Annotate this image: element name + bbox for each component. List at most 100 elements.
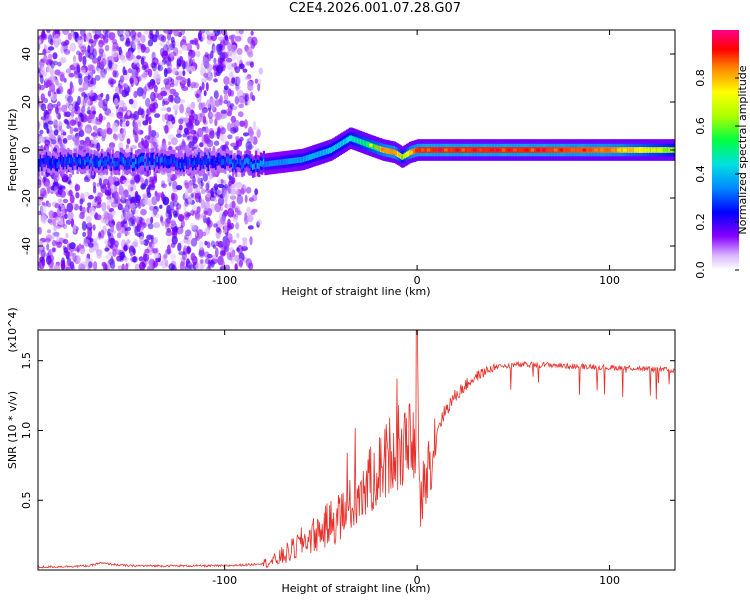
spectrogram-noise-cell <box>100 72 107 79</box>
spectrogram-cell <box>111 157 115 163</box>
spectrogram-noise-cell <box>147 184 152 190</box>
spectrogram-cell <box>453 147 456 153</box>
spectrogram-noise-cell <box>175 76 179 85</box>
spectrogram-noise-cell <box>59 198 63 207</box>
spectrogram-noise-cell <box>118 142 124 150</box>
spectrogram-cell <box>61 157 64 164</box>
spectrogram-noise-cell <box>244 75 251 81</box>
spectrogram-noise-cell <box>225 238 231 247</box>
spectrogram-noise-cell <box>217 183 225 188</box>
spectrogram-cell <box>212 159 215 165</box>
spectrogram-noise-cell <box>108 112 115 118</box>
spectrogram-noise-cell <box>67 134 72 141</box>
spectrogram-noise-cell <box>256 128 261 139</box>
spectrogram-cell <box>666 147 669 153</box>
spectrogram-cell <box>159 157 162 164</box>
spectrogram-noise-cell <box>82 55 87 66</box>
spectrogram-noise-cell <box>140 240 146 245</box>
spectrogram-cell <box>372 143 375 150</box>
spectrogram-noise-cell <box>136 232 143 237</box>
spectrogram-noise-cell <box>134 225 138 236</box>
spectrogram-noise-cell <box>53 231 60 237</box>
spectrogram-cell <box>293 157 296 164</box>
spectrogram-noise-cell <box>68 189 73 197</box>
spectrogram-noise-cell <box>46 64 51 73</box>
spectrogram-noise-cell <box>176 184 183 191</box>
spectrogram-noise-cell <box>93 261 98 270</box>
spectrogram-noise-cell <box>193 82 199 89</box>
spectrogram-core-cell <box>426 148 431 152</box>
spectrogram-noise-cell <box>224 34 229 41</box>
spectrogram-noise-cell <box>119 30 125 35</box>
spectrogram-noise-cell <box>88 261 93 269</box>
spectrogram-noise-cell <box>47 34 53 45</box>
spectrogram-core-cell <box>415 149 419 153</box>
spectrogram-noise-cell <box>172 104 180 111</box>
spectrogram-noise-cell <box>236 232 240 239</box>
spectrogram-core-cell <box>565 148 569 152</box>
spectrogram-cell <box>312 153 315 160</box>
spectrogram-cell <box>355 137 358 143</box>
spectrogram-core-cell <box>536 148 540 152</box>
spectrogram-noise-cell <box>151 51 156 61</box>
spectrogram-noise-cell <box>171 235 178 245</box>
spectrogram-noise-cell <box>185 43 193 52</box>
spectrogram-noise-cell <box>80 128 84 136</box>
spectrogram-noise-cell <box>68 173 73 178</box>
spectrogram-noise-cell <box>160 216 164 223</box>
spectrogram-cell <box>185 160 188 166</box>
spectrogram-core-cell <box>663 148 667 152</box>
spectrogram-noise-cell <box>201 213 206 220</box>
spectrogram-cell <box>219 157 222 164</box>
spectrogram-cell <box>190 157 193 164</box>
spectrogram-noise-cell <box>110 223 114 233</box>
snr-background <box>38 330 675 570</box>
spectrogram-noise-cell <box>98 48 104 54</box>
spectrogram-cell <box>184 156 187 163</box>
spectrogram-noise-cell <box>227 42 232 52</box>
spectrogram-noise-cell <box>205 99 211 108</box>
spectrogram-core-cell <box>599 148 604 152</box>
colorbar-tick-label: 0.6 <box>694 117 707 135</box>
spectrogram-noise-cell <box>47 202 52 208</box>
spectrogram-cell <box>181 160 184 167</box>
spectrogram-cell <box>141 156 144 162</box>
spectrogram-noise-cell <box>50 93 58 101</box>
spectrogram-noise-cell <box>164 124 169 134</box>
spectrogram-cell <box>122 157 125 164</box>
spectrogram-noise-cell <box>223 76 230 86</box>
spectrogram-cell <box>198 155 201 162</box>
spectrogram-noise-cell <box>171 193 178 203</box>
spectrogram-cell <box>365 141 369 147</box>
spectrogram-core-cell <box>542 148 546 152</box>
x-tick-label: 100 <box>599 274 620 287</box>
spectrogram-noise-cell <box>88 91 95 97</box>
spectrogram-noise-cell <box>216 30 223 35</box>
spectrogram-noise-cell <box>38 145 42 150</box>
spectrogram-cell <box>649 147 652 153</box>
spectrogram-noise-cell <box>100 229 105 239</box>
spectrogram-cell <box>44 158 47 164</box>
spectrogram-cell <box>205 158 208 164</box>
spectrogram-cell <box>58 160 61 167</box>
spectrogram-cell <box>38 162 41 169</box>
spectrogram-core-cell <box>657 148 662 152</box>
spectrogram-noise-cell <box>254 188 259 196</box>
spectrogram-noise-cell <box>238 111 244 118</box>
spectrogram-noise-cell <box>244 194 248 203</box>
spectrogram-noise-cell <box>222 60 228 65</box>
spectrogram-noise-cell <box>130 202 136 211</box>
spectrogram-noise-cell <box>231 200 236 209</box>
spectrogram-cell <box>136 160 139 167</box>
spectrogram-noise-cell <box>146 116 150 121</box>
spectrogram-cell <box>598 147 601 153</box>
spectrogram-noise-cell <box>231 63 237 68</box>
spectrogram-noise-cell <box>131 218 136 227</box>
spectrogram-cell <box>196 157 199 164</box>
spectrogram-noise-cell <box>111 122 119 133</box>
spectrogram-noise-cell <box>170 220 176 226</box>
spectrogram-noise-cell <box>47 102 54 112</box>
spectrogram-noise-cell <box>97 192 103 199</box>
spectrogram-noise-cell <box>98 39 104 48</box>
spectrogram-core-cell <box>432 148 436 152</box>
